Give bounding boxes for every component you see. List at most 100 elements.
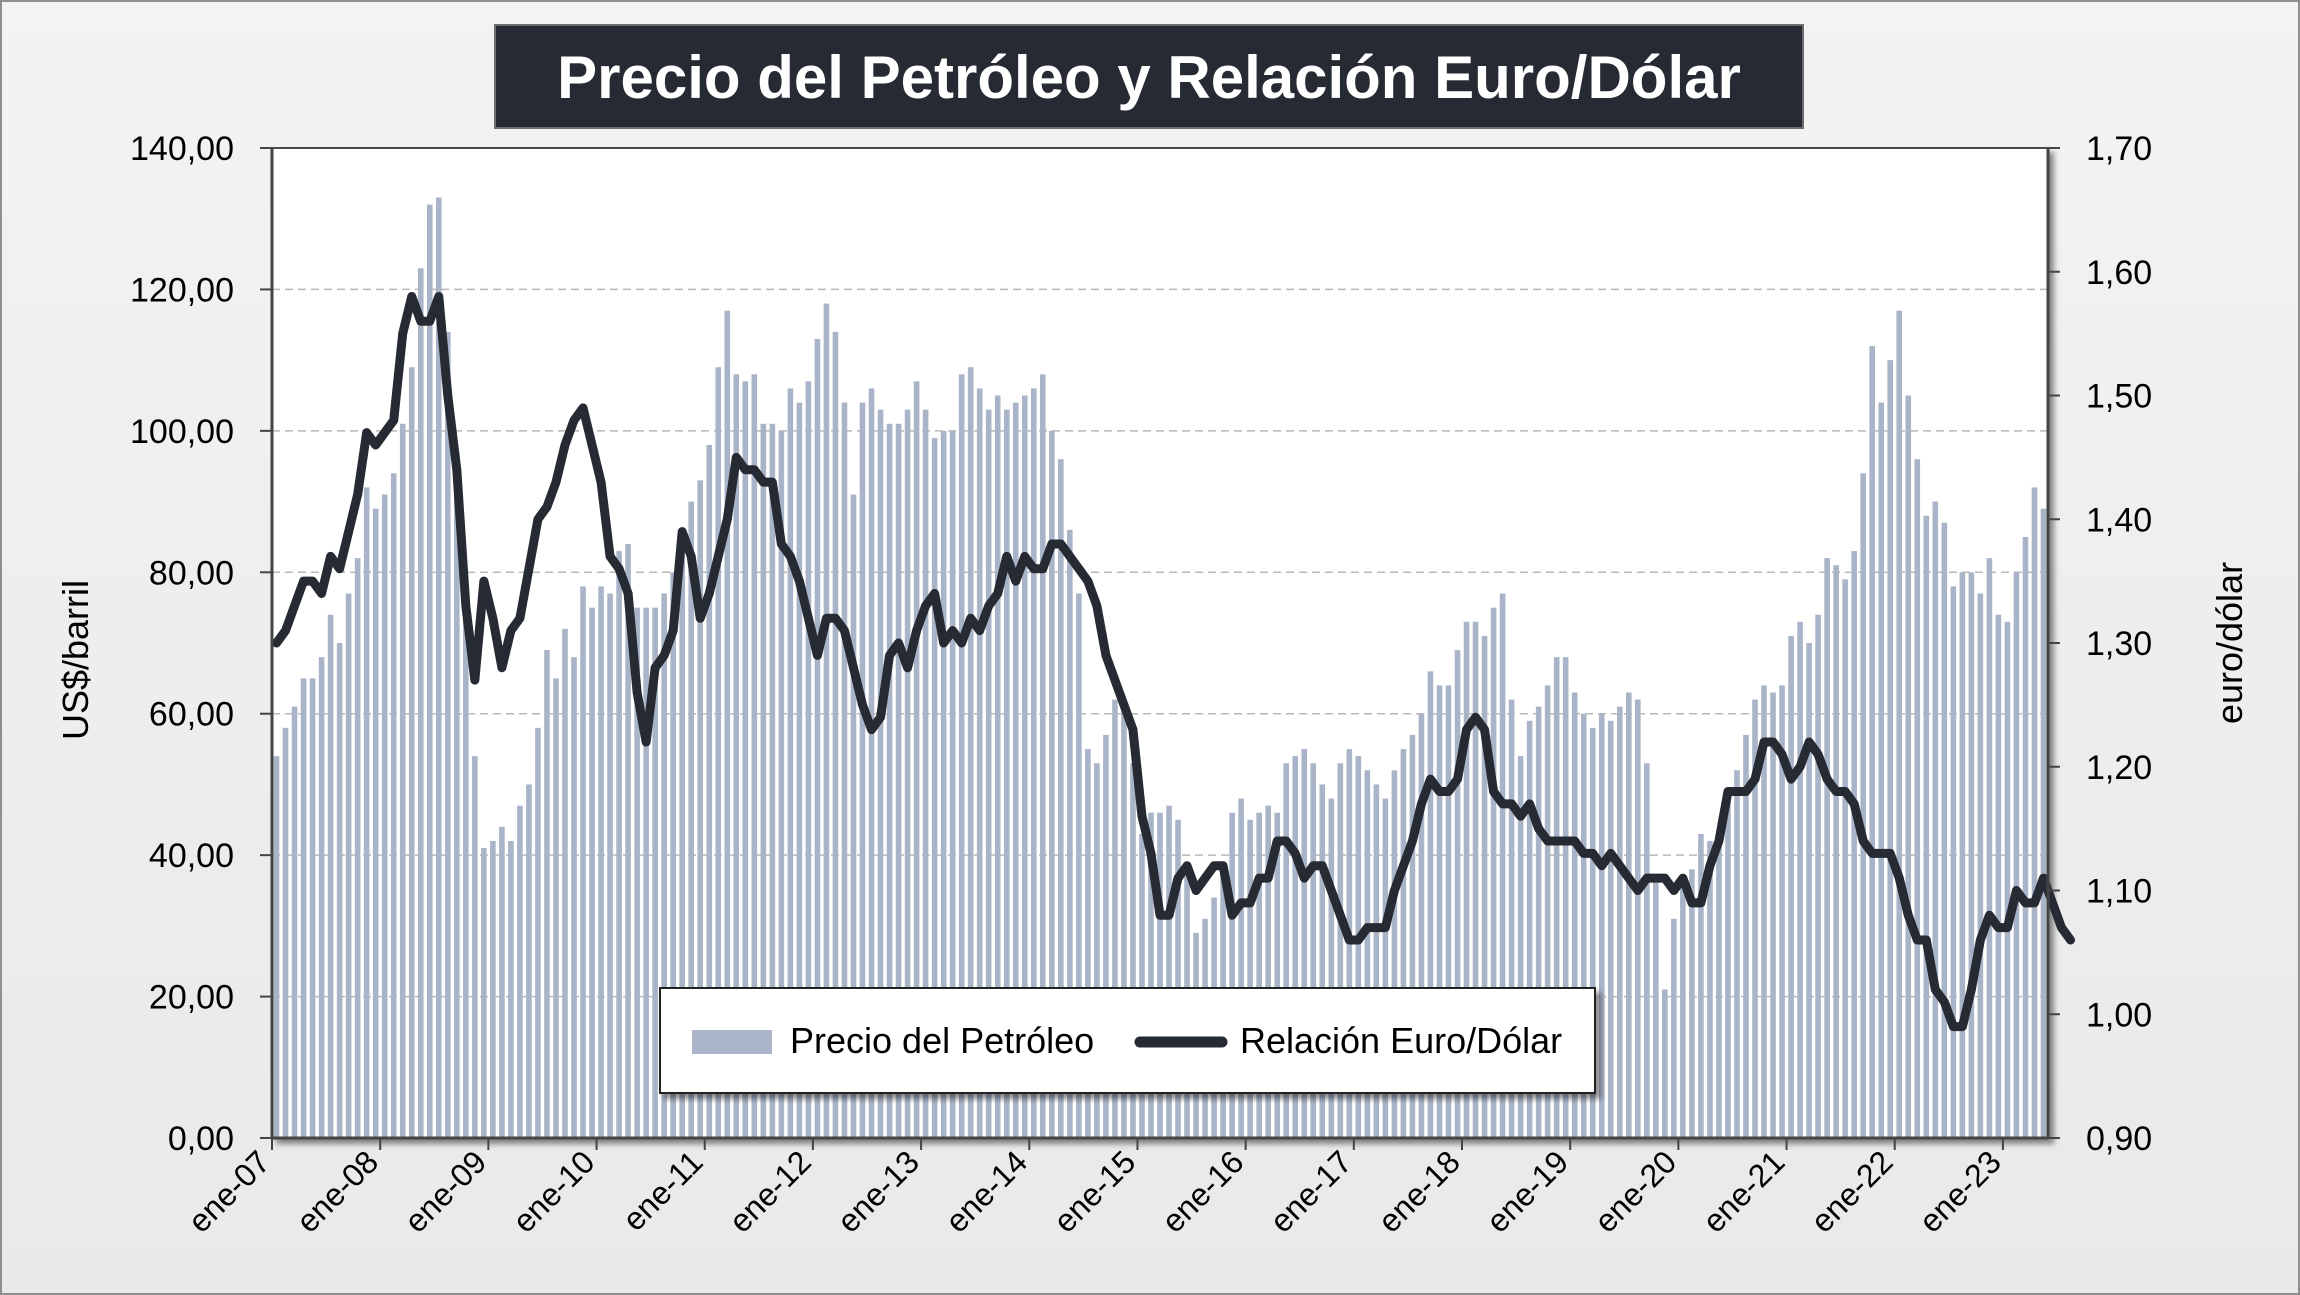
oil-price-bar (1851, 551, 1857, 1138)
x-tick-label: ene-15 (1046, 1143, 1142, 1239)
right-tick-label: 1,00 (2086, 996, 2152, 1034)
oil-price-bar (1112, 699, 1118, 1138)
oil-price-bar (490, 841, 496, 1138)
oil-price-bar (1842, 579, 1848, 1138)
x-tick-label: ene-21 (1696, 1143, 1792, 1239)
x-tick-label: ene-10 (506, 1143, 602, 1239)
oil-price-bar (1598, 713, 1605, 1138)
oil-price-bar (1292, 756, 1299, 1138)
oil-price-bar (1680, 883, 1686, 1138)
right-tick-label: 1,50 (2086, 378, 2152, 416)
oil-price-bar (535, 727, 541, 1138)
oil-price-bar (841, 402, 848, 1139)
oil-price-bar (1932, 501, 1939, 1139)
oil-price-bar (1337, 763, 1344, 1138)
oil-price-bar (1139, 833, 1145, 1138)
oil-price-bar (976, 388, 983, 1138)
oil-price-bar (1941, 522, 1948, 1138)
oil-price-bar (1418, 713, 1425, 1138)
x-tick-label: ene-14 (938, 1143, 1034, 1239)
oil-price-bar (1535, 706, 1542, 1138)
oil-price-bar (706, 445, 713, 1138)
left-tick-label: 120,00 (130, 271, 234, 309)
oil-price-bar (1662, 989, 1668, 1138)
right-tick-label: 1,30 (2086, 625, 2152, 663)
oil-price-bar (1644, 763, 1650, 1138)
oil-price-bar (1508, 699, 1515, 1138)
oil-price-bar (426, 204, 433, 1139)
oil-price-bar (381, 494, 388, 1138)
oil-price-bar (1571, 692, 1578, 1138)
oil-price-bar (562, 628, 568, 1138)
oil-price-bar (1373, 784, 1380, 1138)
oil-price-bar (1094, 763, 1100, 1138)
oil-price-bar (1553, 657, 1560, 1138)
left-axis-label: US$/barril (55, 580, 96, 740)
oil-price-bar (1238, 798, 1244, 1138)
oil-price-bar (787, 388, 794, 1138)
oil-price-bar (481, 848, 487, 1138)
x-tick-label: ene-22 (1804, 1143, 1900, 1239)
oil-price-bar (679, 536, 685, 1138)
plot-area (271, 147, 2049, 1139)
left-axis-ticks: 0,00 20,00 40,00 60,00 80,00 100,00 120,00 140,… (130, 130, 272, 1158)
oil-price-bar (273, 756, 280, 1138)
oil-price-bar (589, 607, 595, 1138)
oil-price-bar (1725, 798, 1731, 1138)
oil-price-bar (661, 593, 667, 1138)
x-tick-label: ene-17 (1263, 1143, 1359, 1239)
oil-price-bar (1481, 635, 1488, 1138)
oil-price-bar (1049, 430, 1055, 1138)
oil-price-bar (300, 678, 307, 1138)
oil-price-bar (1959, 572, 1966, 1138)
oil-price-bar (2022, 536, 2029, 1138)
oil-price-bar (354, 558, 361, 1138)
legend-swatch-oil (692, 1030, 772, 1054)
oil-price-bar (1003, 409, 1010, 1139)
oil-price-bar (607, 593, 613, 1138)
oil-price-bar (1058, 459, 1064, 1139)
x-tick-label: ene-19 (1479, 1143, 1575, 1239)
oil-price-bar (814, 338, 821, 1138)
x-tick-label: ene-16 (1155, 1143, 1251, 1239)
oil-price-bar (1283, 763, 1290, 1138)
oil-price-bar (1914, 459, 1921, 1139)
oil-price-bar (1526, 720, 1533, 1138)
oil-price-bar (1148, 812, 1154, 1138)
oil-price-bar (886, 423, 893, 1138)
oil-price-bar (1175, 819, 1181, 1138)
oil-price-bar (895, 423, 902, 1138)
oil-price-bar (1274, 812, 1280, 1138)
oil-price-bar (2031, 487, 2038, 1138)
oil-price-bar (742, 381, 749, 1138)
x-tick-label: ene-12 (722, 1143, 818, 1239)
x-tick-label: ene-13 (830, 1143, 926, 1239)
oil-price-bar (922, 409, 929, 1139)
oil-price-bar (832, 331, 839, 1138)
oil-price-bar (1905, 395, 1912, 1138)
oil-price-bar (1896, 310, 1903, 1139)
right-tick-label: 1,60 (2086, 254, 2152, 292)
oil-price-bar (859, 402, 866, 1139)
oil-price-bar (1166, 805, 1172, 1138)
oil-price-bar (318, 657, 325, 1138)
oil-price-bar (1995, 614, 2002, 1138)
oil-price-bar (282, 727, 289, 1138)
right-tick-label: 1,10 (2086, 873, 2152, 911)
oil-price-bar (1653, 876, 1659, 1138)
oil-price-bar (1797, 621, 1803, 1138)
oil-price-bar (1328, 798, 1335, 1138)
oil-price-bar (1229, 812, 1235, 1138)
oil-price-bar (643, 607, 649, 1138)
oil-price-bar (1544, 685, 1551, 1138)
oil-price-bar (1616, 706, 1623, 1138)
left-tick-label: 140,00 (130, 130, 234, 168)
x-tick-label: ene-08 (289, 1143, 385, 1239)
oil-price-bar (616, 551, 622, 1138)
left-tick-label: 20,00 (149, 979, 234, 1017)
oil-price-bar (724, 310, 731, 1139)
oil-price-bar (1355, 756, 1362, 1138)
legend: Precio del Petróleo Relación Euro/Dólar (659, 987, 1596, 1094)
oil-price-bar (868, 388, 875, 1138)
